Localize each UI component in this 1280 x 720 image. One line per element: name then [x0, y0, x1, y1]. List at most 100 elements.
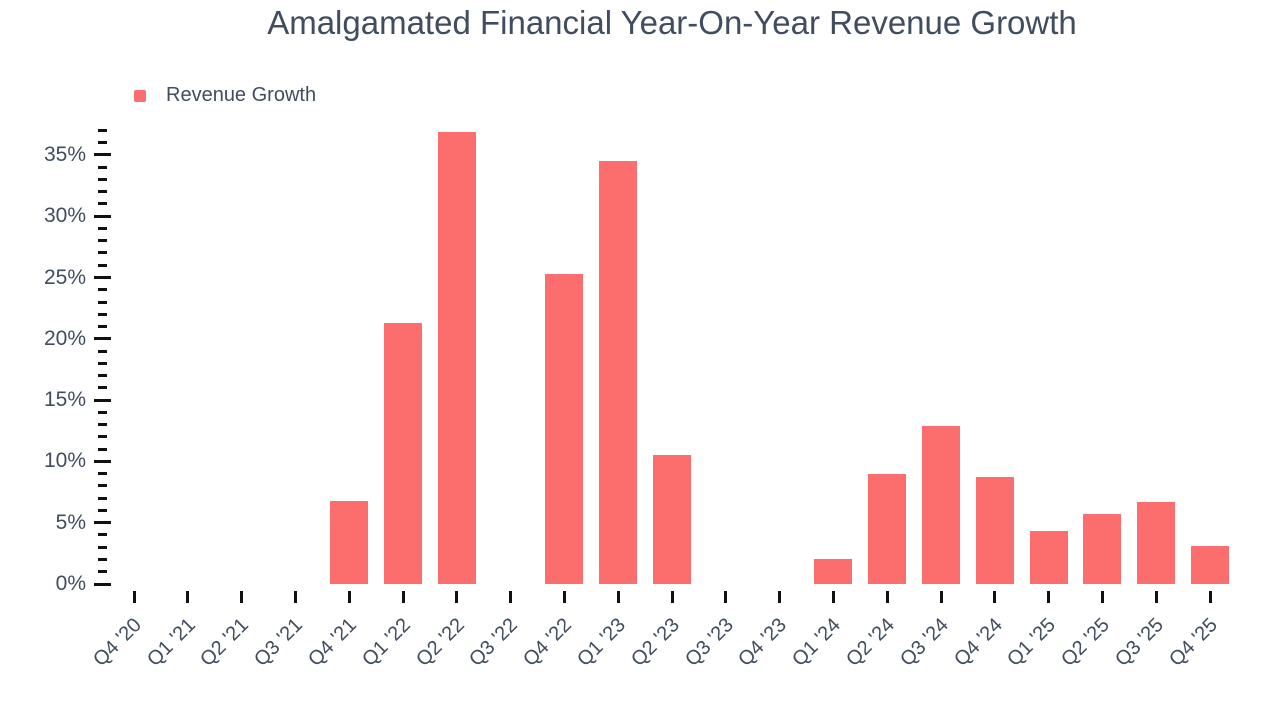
y-axis-major-tick [94, 459, 111, 463]
x-axis-label: Q4 '25 [1164, 614, 1222, 671]
y-axis-major-tick [94, 153, 111, 157]
y-axis-minor-tick [98, 361, 107, 365]
y-axis-minor-tick [98, 300, 107, 304]
x-axis-tick [616, 591, 620, 603]
y-axis-minor-tick [98, 190, 107, 194]
bar-q2-23[interactable] [653, 455, 691, 584]
x-axis-label: Q2 '22 [411, 614, 469, 671]
y-axis-minor-tick [98, 557, 107, 561]
x-axis-label: Q1 '24 [788, 614, 845, 671]
x-axis-tick [562, 591, 566, 603]
bar-q1-24[interactable] [814, 559, 853, 584]
y-axis-label: 20% [43, 326, 86, 350]
x-axis-tick [670, 591, 674, 603]
y-axis-minor-tick [98, 239, 107, 243]
x-axis-tick [455, 591, 459, 603]
x-axis-label: Q1 '25 [1003, 614, 1061, 671]
x-axis-tick [831, 591, 835, 603]
x-axis-tick [347, 591, 351, 603]
bar-q3-24[interactable] [922, 425, 960, 584]
bar-q1-22[interactable] [384, 322, 422, 584]
x-axis-label: Q3 '22 [465, 614, 523, 671]
y-axis-minor-tick [98, 533, 107, 537]
y-axis-label: 30% [43, 204, 86, 228]
x-axis-label: Q2 '24 [841, 614, 899, 671]
x-axis-tick [885, 591, 889, 603]
x-axis-tick [939, 591, 943, 603]
y-axis-major-tick [94, 337, 111, 341]
y-axis-minor-tick [98, 288, 107, 292]
y-axis-minor-tick [98, 128, 107, 132]
y-axis-minor-tick [98, 508, 107, 512]
x-axis-label: Q4 '23 [734, 614, 792, 671]
bar-q2-22[interactable] [437, 131, 476, 584]
y-axis-minor-tick [98, 423, 107, 427]
y-axis-major-tick [94, 276, 111, 279]
y-axis-minor-tick [98, 226, 107, 230]
bar-q4-22[interactable] [545, 273, 584, 584]
y-axis-minor-tick [98, 312, 107, 316]
y-axis-major-tick [94, 521, 111, 525]
x-axis-tick [1047, 591, 1051, 603]
bar-q4-24[interactable] [975, 477, 1014, 584]
x-axis-tick [240, 591, 244, 603]
x-axis-tick [509, 591, 513, 603]
y-axis-minor-tick [98, 177, 107, 181]
bar-q2-24[interactable] [868, 473, 907, 584]
legend-swatch-icon[interactable] [134, 89, 146, 102]
y-axis-minor-tick [98, 141, 107, 145]
y-axis-minor-tick [98, 472, 107, 476]
x-axis-tick [401, 591, 405, 603]
y-axis-minor-tick [98, 496, 107, 500]
x-axis-tick [1154, 591, 1158, 603]
y-axis-minor-tick [98, 386, 107, 390]
y-axis-minor-tick [98, 410, 107, 414]
y-axis-minor-tick [98, 349, 107, 353]
y-axis-label: 25% [43, 265, 86, 289]
y-axis-minor-tick [98, 165, 107, 169]
y-axis-minor-tick [98, 435, 107, 439]
x-axis-label: Q3 '24 [895, 614, 953, 671]
y-axis-major-tick [94, 398, 111, 402]
y-axis-label: 35% [43, 142, 86, 166]
y-axis-minor-tick [98, 484, 107, 488]
bar-q4-21[interactable] [330, 500, 369, 584]
x-axis-tick [1208, 591, 1212, 603]
x-axis-label: Q2 '23 [626, 614, 684, 671]
bar-q1-23[interactable] [599, 161, 638, 584]
y-axis-minor-tick [98, 374, 107, 378]
y-axis-minor-tick [98, 545, 107, 549]
x-axis-label: Q1 '22 [357, 614, 415, 671]
y-axis-label: 10% [43, 449, 86, 473]
y-axis-label: 5% [55, 510, 86, 534]
legend-item-revenue-growth[interactable]: Revenue Growth [166, 84, 317, 106]
x-axis-label: Q4 '22 [519, 614, 576, 671]
bar-q3-25[interactable] [1137, 501, 1176, 584]
x-axis-tick [293, 591, 297, 603]
bar-q1-25[interactable] [1029, 531, 1068, 584]
x-axis-tick [1100, 591, 1104, 603]
bar-q2-25[interactable] [1083, 514, 1122, 584]
x-axis-tick [724, 591, 728, 603]
bar-q4-25[interactable] [1191, 546, 1229, 584]
y-axis-major-tick [94, 214, 111, 218]
x-axis-tick [778, 591, 782, 603]
y-axis-minor-tick [98, 325, 107, 329]
x-axis-label: Q4 '24 [949, 614, 1007, 671]
y-axis-label: 15% [43, 388, 86, 412]
y-axis-major-tick [94, 582, 111, 586]
chart-title: Amalgamated Financial Year-On-Year Reven… [267, 4, 1077, 41]
x-axis-label: Q2 '21 [196, 614, 254, 671]
x-axis-label: Q3 '25 [1110, 614, 1168, 671]
x-axis-label: Q4 '20 [88, 614, 146, 671]
y-axis-minor-tick [98, 447, 107, 451]
x-axis-label: Q1 '23 [572, 614, 630, 671]
y-axis-minor-tick [98, 570, 107, 574]
x-axis-label: Q2 '25 [1057, 614, 1114, 671]
x-axis-label: Q3 '21 [250, 614, 307, 671]
x-axis-tick [186, 591, 190, 603]
x-axis-tick [993, 591, 997, 603]
y-axis-minor-tick [98, 202, 107, 206]
legend: Revenue Growth [134, 84, 316, 107]
